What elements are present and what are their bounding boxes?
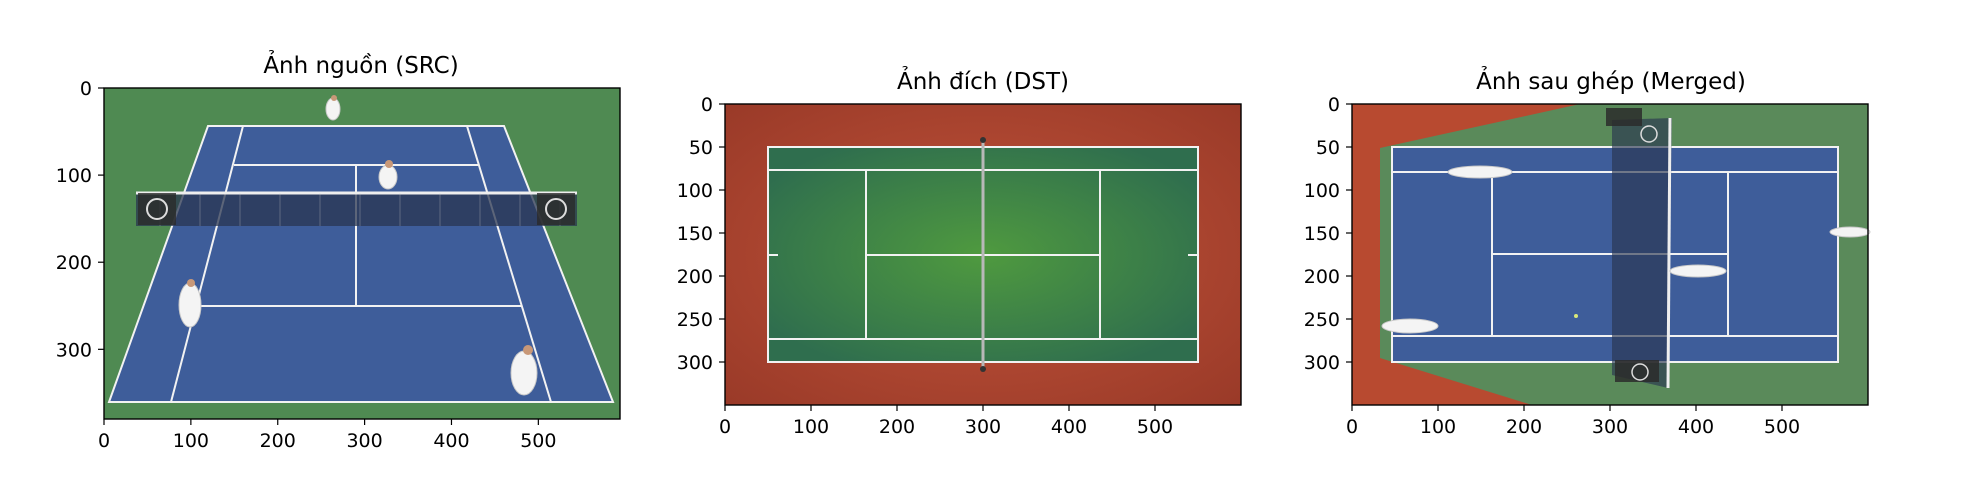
y-tick-label: 100 <box>677 180 713 202</box>
y-tick-label: 0 <box>1328 94 1340 116</box>
x-tick-label: 100 <box>1420 416 1456 438</box>
x-tick-label: 300 <box>965 416 1001 438</box>
x-tick-label: 100 <box>173 430 209 452</box>
y-tick-label: 300 <box>1304 352 1340 374</box>
y-tick-label: 0 <box>80 78 92 100</box>
y-tick-label: 200 <box>56 252 92 274</box>
y-tick-label: 50 <box>689 137 713 159</box>
y-tick-label: 150 <box>677 223 713 245</box>
chart-title: Ảnh đích (DST) <box>897 66 1069 95</box>
x-tick-label: 200 <box>1506 416 1542 438</box>
x-tick-label: 0 <box>719 416 731 438</box>
y-axis: 0 100 200 300 <box>56 78 104 361</box>
y-tick-label: 100 <box>1304 180 1340 202</box>
dst-image <box>725 104 1241 405</box>
y-tick-label: 0 <box>701 94 713 116</box>
x-tick-label: 0 <box>98 430 110 452</box>
y-tick-label: 50 <box>1316 137 1340 159</box>
merged-image <box>1352 104 1871 405</box>
x-axis: 0 100 200 300 400 500 <box>1346 405 1800 438</box>
chart-merged: Ảnh sau ghép (Merged) <box>1304 66 1871 438</box>
x-tick-label: 200 <box>879 416 915 438</box>
y-tick-label: 150 <box>1304 223 1340 245</box>
y-tick-label: 300 <box>677 352 713 374</box>
y-tick-label: 250 <box>1304 309 1340 331</box>
x-tick-label: 100 <box>793 416 829 438</box>
x-tick-label: 300 <box>1592 416 1628 438</box>
x-axis: 0 100 200 300 400 500 <box>98 419 556 452</box>
y-tick-label: 200 <box>1304 266 1340 288</box>
x-tick-label: 300 <box>346 430 382 452</box>
x-tick-label: 400 <box>433 430 469 452</box>
x-tick-label: 500 <box>1137 416 1173 438</box>
x-tick-label: 400 <box>1678 416 1714 438</box>
chart-src: Ảnh nguồn (SRC) <box>56 50 621 452</box>
y-tick-label: 200 <box>677 266 713 288</box>
y-axis: 0 50 100 150 200 250 300 <box>1304 94 1352 374</box>
chart-title: Ảnh nguồn (SRC) <box>263 50 458 79</box>
y-tick-label: 300 <box>56 339 92 361</box>
src-image <box>104 88 620 419</box>
y-axis: 0 50 100 150 200 250 300 <box>677 94 725 374</box>
y-tick-label: 100 <box>56 165 92 187</box>
x-tick-label: 0 <box>1346 416 1358 438</box>
x-tick-label: 500 <box>1764 416 1800 438</box>
x-tick-label: 400 <box>1051 416 1087 438</box>
x-axis: 0 100 200 300 400 500 <box>719 405 1173 438</box>
x-tick-label: 200 <box>260 430 296 452</box>
y-tick-label: 250 <box>677 309 713 331</box>
chart-dst: Ảnh đích (DST) 0 100 200 300 400 500 0 50 100 15… <box>677 66 1242 438</box>
plot-frame <box>103 87 621 420</box>
chart-title: Ảnh sau ghép (Merged) <box>1476 66 1746 95</box>
x-tick-label: 500 <box>520 430 556 452</box>
